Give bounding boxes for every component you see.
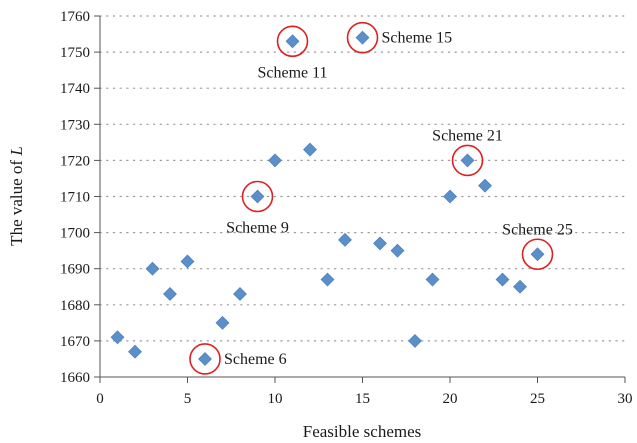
y-tick-label: 1750 [60, 45, 90, 61]
annotation-label: Scheme 6 [224, 351, 287, 368]
x-tick-label: 5 [184, 391, 192, 407]
y-axis-title: The value of L [7, 146, 26, 246]
data-point [110, 330, 125, 345]
y-tick-label: 1710 [60, 190, 90, 206]
highlight-circle [346, 21, 379, 54]
x-tick-label: 15 [355, 391, 370, 407]
highlight-circle [276, 25, 309, 58]
x-tick-label: 25 [530, 391, 545, 407]
y-tick-label: 1720 [60, 153, 90, 169]
data-point [128, 344, 142, 359]
y-axis-title-symbol: L [7, 146, 26, 156]
annotation-label: Scheme 9 [226, 220, 289, 237]
y-tick-label: 1660 [60, 370, 90, 386]
highlight-circle [451, 144, 484, 177]
data-point [145, 261, 160, 276]
y-tick-label: 1690 [60, 262, 90, 278]
x-tick-label: 10 [268, 391, 283, 407]
data-point [443, 189, 457, 204]
data-point [355, 30, 370, 45]
highlight-circle [189, 343, 221, 375]
data-point [390, 243, 405, 258]
y-tick-label: 1730 [60, 117, 90, 133]
data-point [338, 232, 352, 247]
data-point [425, 272, 440, 287]
data-point [215, 315, 230, 330]
x-tick-label: 0 [96, 391, 104, 407]
data-point [530, 247, 545, 262]
data-points [110, 30, 545, 366]
data-point [478, 178, 492, 193]
annotation-label: Scheme 15 [382, 30, 453, 47]
data-point [163, 287, 177, 301]
x-tick-label: 30 [618, 391, 633, 407]
highlight-circle [241, 180, 274, 213]
data-point [180, 254, 195, 269]
gridlines [99, 15, 626, 342]
data-point [495, 272, 510, 287]
y-tick-label: 1760 [60, 9, 90, 25]
data-point [233, 287, 247, 301]
data-point [285, 34, 300, 49]
highlight-circle [521, 238, 554, 271]
annotation-label: Scheme 11 [257, 64, 327, 81]
data-point [320, 272, 335, 287]
x-axis-title: Feasible schemes [303, 422, 422, 441]
data-point [460, 153, 475, 168]
y-tick-label: 1670 [60, 334, 90, 350]
x-tick-label: 20 [443, 391, 458, 407]
data-point [408, 333, 422, 348]
data-point [268, 153, 282, 168]
y-axis-title-prefix: The value of [7, 156, 26, 246]
annotation-label: Scheme 21 [432, 127, 503, 144]
data-point [513, 279, 527, 294]
data-point [250, 189, 265, 204]
y-tick-label: 1680 [60, 298, 90, 314]
axes: 1660 1670 1680 1690 1700 1710 1720 1730 1740 1750… [60, 9, 633, 407]
data-point [198, 352, 212, 366]
y-tick-label: 1740 [60, 81, 90, 97]
y-tick-label: 1700 [60, 226, 90, 242]
annotations: Scheme 6 Scheme 9 Scheme 11 Scheme 15 Scheme… [189, 21, 573, 375]
annotation-label: Scheme 25 [502, 221, 573, 238]
data-point [373, 236, 387, 251]
data-point [303, 142, 317, 157]
